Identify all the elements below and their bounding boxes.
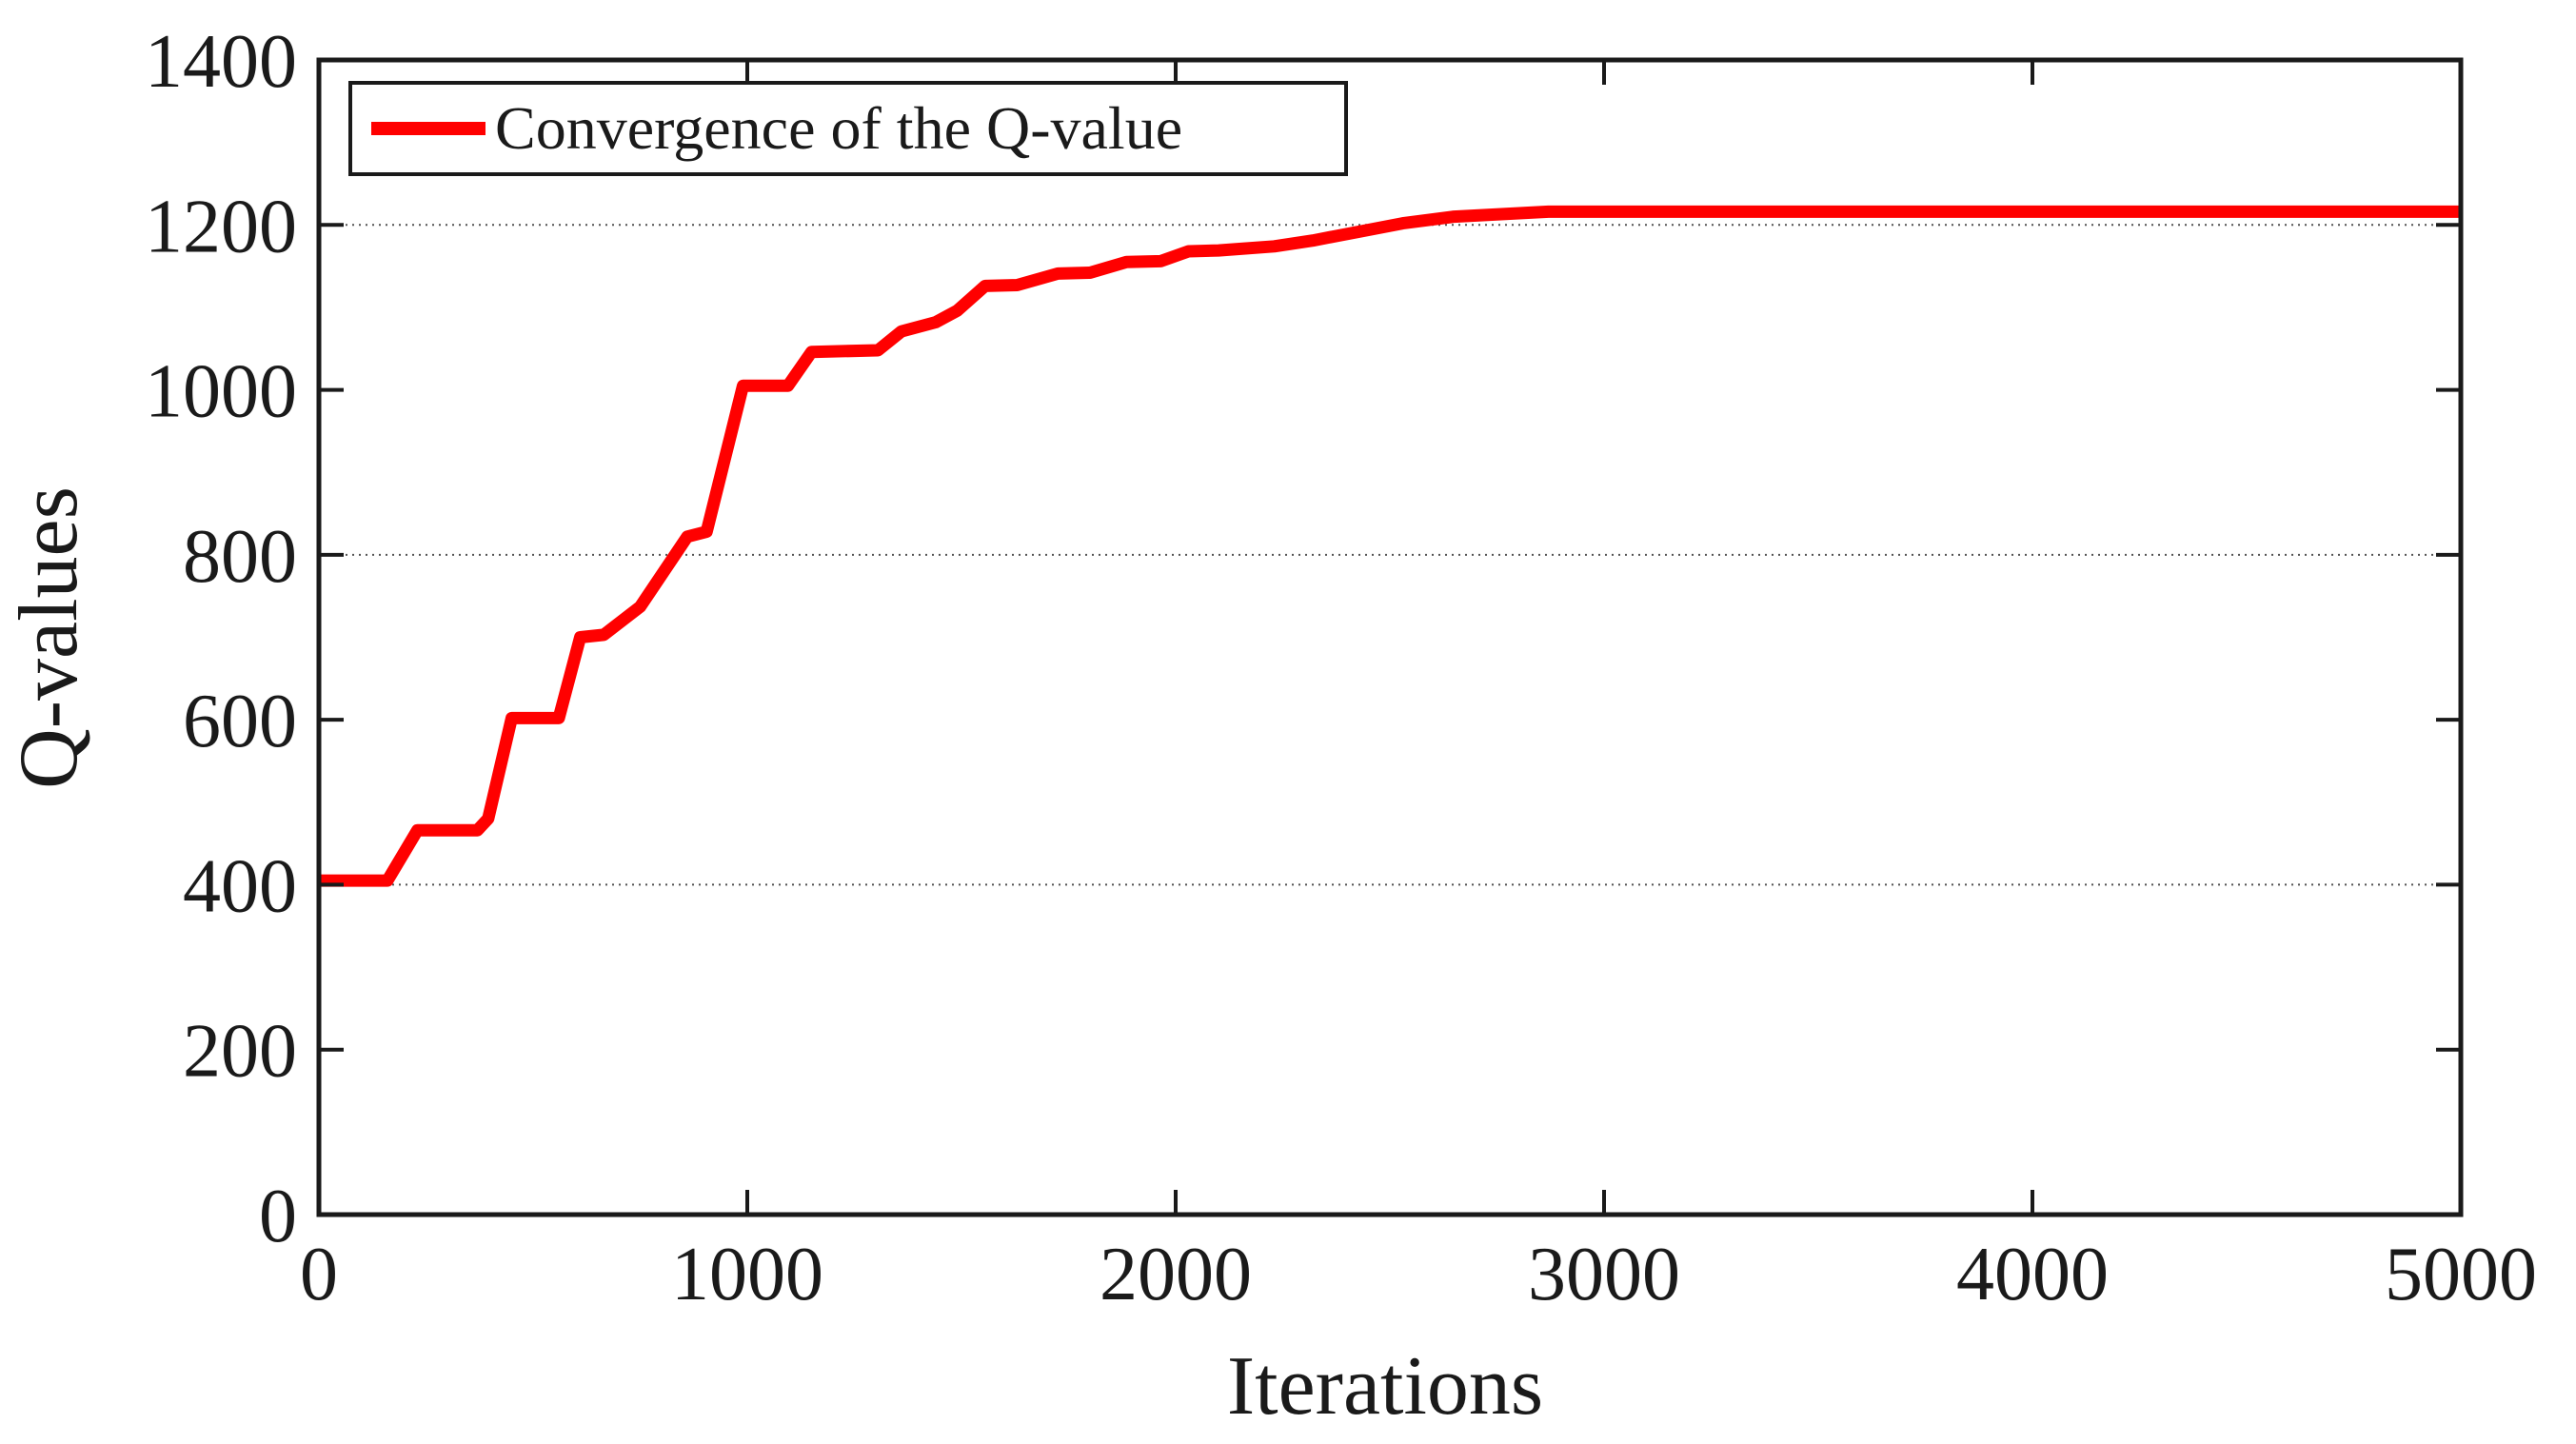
gridlines [319, 224, 2461, 886]
x-tick-label: 4000 [1956, 1233, 2109, 1316]
y-tick-label: 1200 [145, 185, 297, 268]
plot-frame [316, 57, 2464, 1217]
y-tick-label: 400 [183, 844, 297, 928]
y-axis-label: Q-values [3, 486, 95, 789]
y-tick-label: 600 [183, 680, 297, 763]
x-tick-label: 5000 [2385, 1233, 2537, 1316]
legend-label: Convergence of the Q-value [495, 94, 1183, 162]
y-tick-label: 200 [183, 1010, 297, 1094]
legend: Convergence of the Q-value [348, 81, 1348, 176]
tick-labels: 0 1000 2000 3000 4000 5000 0 200 400 600 800 1000 12… [145, 20, 2537, 1316]
series-line [319, 205, 2461, 887]
x-tick-label: 3000 [1528, 1233, 1680, 1316]
y-tick-label: 0 [259, 1175, 297, 1258]
y-tick-label: 800 [183, 515, 297, 599]
x-tick-label: 1000 [671, 1233, 823, 1316]
x-tick-label: 0 [300, 1233, 338, 1316]
y-tick-label: 1400 [145, 20, 297, 104]
x-tick-label: 2000 [1100, 1233, 1252, 1316]
y-tick-label: 1000 [145, 350, 297, 434]
axes-frame [316, 57, 2464, 1217]
data-series [319, 205, 2461, 887]
x-axis-label: Iterations [1227, 1340, 1543, 1433]
legend-line-swatch [371, 122, 485, 135]
